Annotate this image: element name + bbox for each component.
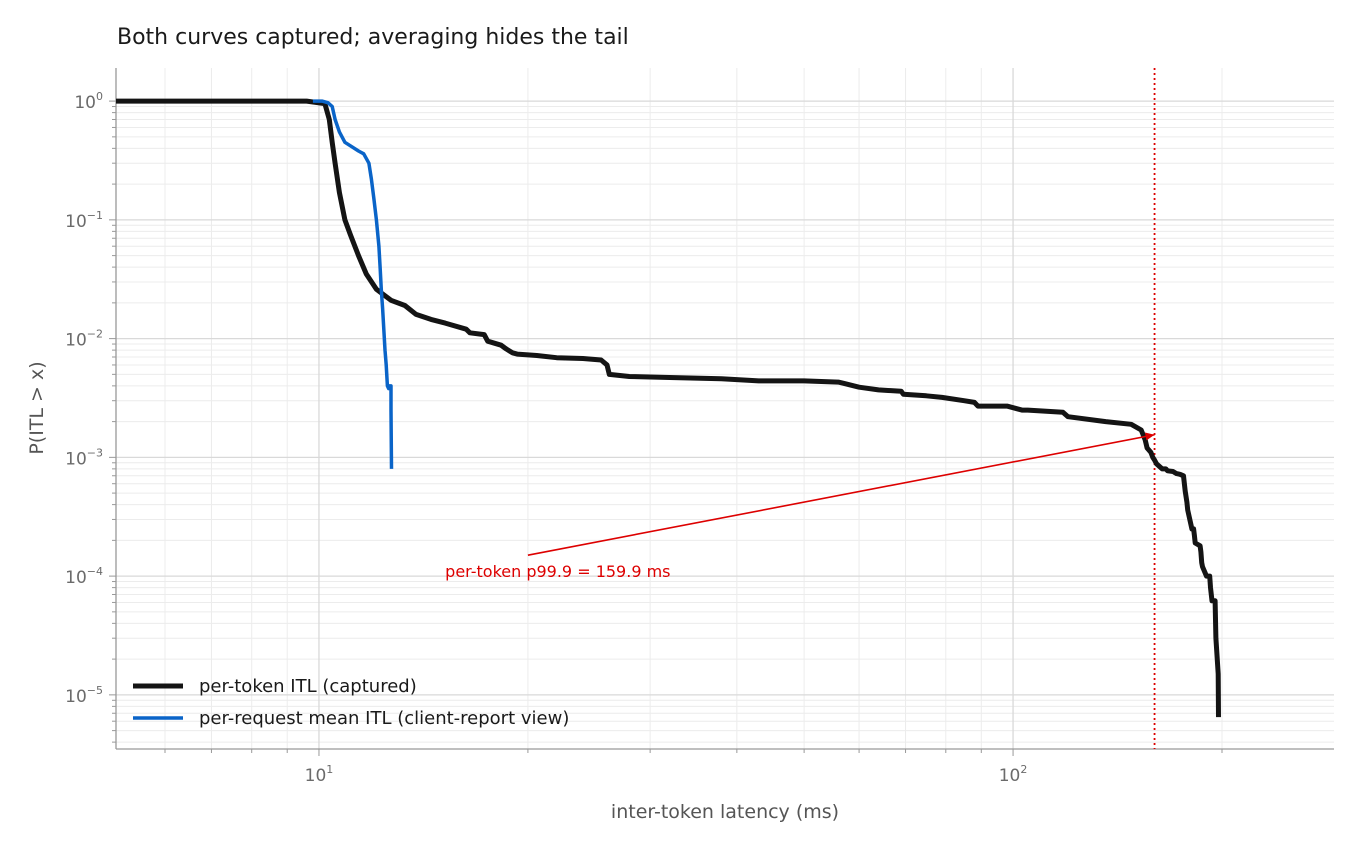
y-tick-label: 10−5 [65,684,103,707]
legend: per-token ITL (captured) per-request mean… [133,676,569,729]
chart-title: Both curves captured; averaging hides th… [117,25,629,50]
x-axis-label: inter-token latency (ms) [611,801,839,823]
y-tick-label: 10−1 [65,209,103,232]
axes [115,68,1334,750]
minor-gridlines [116,68,1334,749]
series-layer [116,98,1221,718]
annotation-arrow-head [1144,432,1155,441]
per-token-itl-line [116,98,1221,718]
y-tick-label: 10−3 [65,446,103,469]
legend-label: per-token ITL (captured) [199,676,417,697]
y-axis-label: P(ITL > x) [26,361,48,454]
x-tick-label: 102 [999,763,1028,786]
annotation-layer: per-token p99.9 = 159.9 ms [445,432,1155,581]
annotation-arrow-line [527,433,1155,556]
y-tick-label: 100 [74,90,103,113]
axis-ticks: 101 102 100 10−1 10−2 10−3 10−4 10−5 [65,90,1223,786]
y-tick-label: 10−4 [65,565,103,588]
x-tick-label: 101 [305,763,334,786]
per-request-mean-itl-line [312,99,394,469]
legend-label: per-request mean ITL (client-report view… [199,708,569,729]
y-tick-label: 10−2 [65,328,103,351]
annotation-text: per-token p99.9 = 159.9 ms [445,562,670,581]
major-gridlines [116,68,1334,749]
